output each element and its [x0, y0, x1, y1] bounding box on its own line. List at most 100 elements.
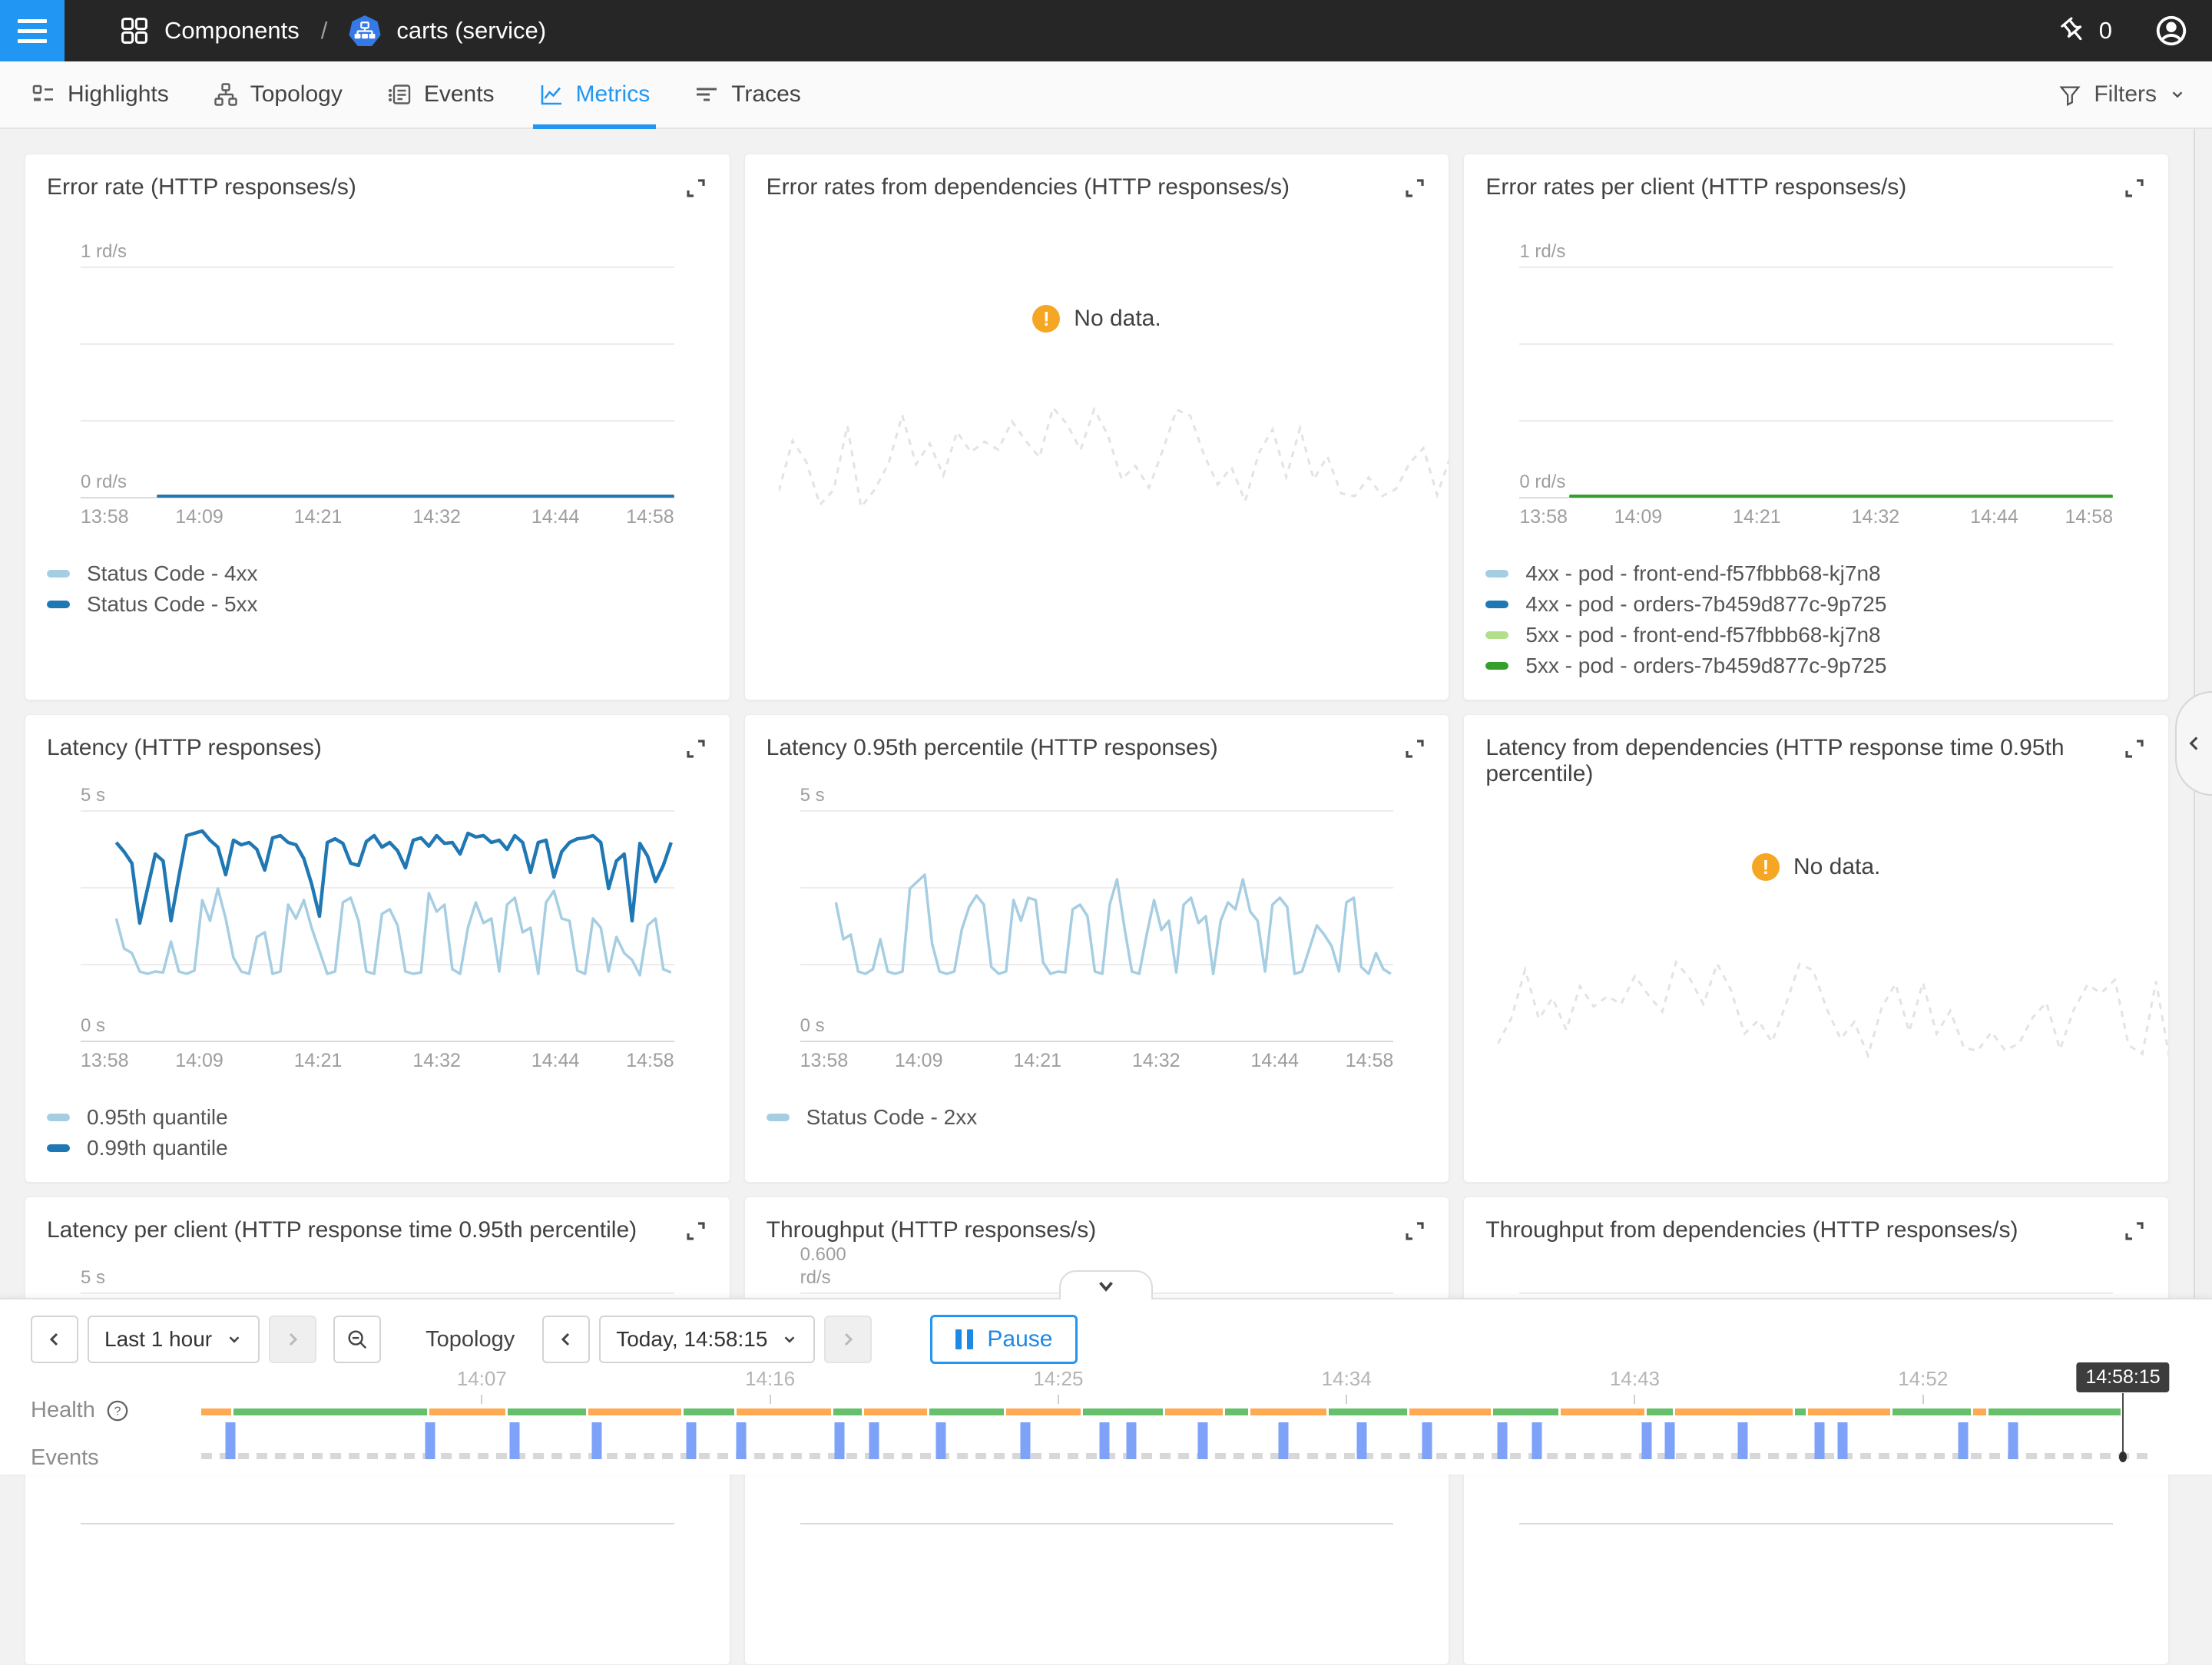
expand-icon[interactable]	[2122, 176, 2147, 200]
hamburger-menu-icon[interactable]	[0, 0, 65, 61]
event-bar[interactable]	[509, 1422, 520, 1459]
legend-item[interactable]: 4xx - pod - front-end-f57fbbb68-kj7n8	[1485, 558, 2147, 589]
legend-item[interactable]: Status Code - 2xx	[766, 1102, 1428, 1133]
health-segment-green[interactable]	[1225, 1408, 1248, 1415]
tab-metrics[interactable]: Metrics	[532, 61, 656, 129]
event-bar[interactable]	[1497, 1422, 1508, 1459]
health-segment-green[interactable]	[929, 1408, 1005, 1415]
health-segment-green[interactable]	[1892, 1408, 1971, 1415]
tab-highlights[interactable]: Highlights	[31, 61, 169, 127]
expand-icon[interactable]	[684, 737, 708, 761]
expand-icon[interactable]	[684, 1219, 708, 1243]
health-segment-green[interactable]	[1328, 1408, 1407, 1415]
tab-traces[interactable]: Traces	[694, 61, 801, 127]
topology-time-back-button[interactable]	[542, 1316, 591, 1363]
legend-item[interactable]: 0.95th quantile	[47, 1102, 708, 1133]
x-tick-label: 14:44	[531, 506, 580, 528]
pause-button[interactable]: Pause	[930, 1315, 1078, 1364]
health-segment-green[interactable]	[233, 1408, 427, 1415]
timeline-track[interactable]: 14:58:15 14:07 14:16 14:25 14:34 14:43 14:52	[201, 1299, 2170, 1475]
expand-icon[interactable]	[684, 176, 708, 200]
expand-icon[interactable]	[1402, 176, 1427, 200]
event-bar[interactable]	[1356, 1422, 1367, 1459]
chart-title: Throughput from dependencies (HTTP respo…	[1485, 1217, 2018, 1243]
event-bar[interactable]	[1099, 1422, 1110, 1459]
event-bar[interactable]	[935, 1422, 946, 1459]
zoom-out-icon	[348, 1330, 367, 1349]
topology-time-forward-button[interactable]	[824, 1316, 873, 1363]
chart-series	[800, 810, 1394, 1041]
legend-swatch	[766, 1114, 790, 1121]
health-segment-green[interactable]	[508, 1408, 587, 1415]
event-bar[interactable]	[591, 1422, 602, 1459]
health-segment-green[interactable]	[1988, 1408, 2121, 1415]
time-range-back-button[interactable]	[31, 1316, 78, 1363]
event-bar[interactable]	[1737, 1422, 1748, 1459]
health-segment-green[interactable]	[1493, 1408, 1559, 1415]
expand-icon[interactable]	[1402, 737, 1427, 761]
health-segment-orange[interactable]	[1006, 1408, 1081, 1415]
event-bar[interactable]	[1126, 1422, 1137, 1459]
event-bar[interactable]	[1422, 1422, 1432, 1459]
legend-item[interactable]: 5xx - pod - front-end-f57fbbb68-kj7n8	[1485, 620, 2147, 650]
legend-item[interactable]: 5xx - pod - orders-7b459d877c-9p725	[1485, 650, 2147, 681]
event-bar[interactable]	[686, 1422, 697, 1459]
scroll-down-button[interactable]	[1059, 1270, 1153, 1299]
help-icon[interactable]: ?	[106, 1399, 129, 1422]
filters-button[interactable]: Filters	[2058, 81, 2186, 108]
y-axis-max-label: 5 s	[81, 785, 106, 806]
health-segment-orange[interactable]	[1250, 1408, 1326, 1415]
breadcrumb-entity[interactable]: carts (service)	[396, 17, 547, 44]
event-bar[interactable]	[1197, 1422, 1208, 1459]
event-bar[interactable]	[1958, 1422, 1969, 1459]
expand-icon[interactable]	[2122, 737, 2147, 761]
health-segment-green[interactable]	[1794, 1408, 1806, 1415]
tab-events[interactable]: Events	[387, 61, 495, 127]
event-bar[interactable]	[425, 1422, 435, 1459]
health-segment-green[interactable]	[1647, 1408, 1674, 1415]
legend-item[interactable]: Status Code - 5xx	[47, 589, 708, 620]
expand-icon[interactable]	[2122, 1219, 2147, 1243]
health-segment-orange[interactable]	[1165, 1408, 1224, 1415]
zoom-out-button[interactable]	[333, 1316, 382, 1363]
pin-icon[interactable]	[2059, 16, 2088, 45]
legend-item[interactable]: Status Code - 4xx	[47, 558, 708, 589]
legend-item[interactable]: 4xx - pod - orders-7b459d877c-9p725	[1485, 589, 2147, 620]
health-segment-orange[interactable]	[1675, 1408, 1793, 1415]
event-bar[interactable]	[1837, 1422, 1848, 1459]
health-segment-orange[interactable]	[429, 1408, 506, 1415]
pause-label: Pause	[987, 1326, 1053, 1352]
event-bar[interactable]	[869, 1422, 879, 1459]
legend-item[interactable]: 0.99th quantile	[47, 1133, 708, 1164]
event-bar[interactable]	[1278, 1422, 1289, 1459]
event-bar[interactable]	[1641, 1422, 1651, 1459]
health-segment-orange[interactable]	[1561, 1408, 1645, 1415]
health-segment-orange[interactable]	[863, 1408, 928, 1415]
health-segment-orange[interactable]	[1972, 1408, 1986, 1415]
event-bar[interactable]	[225, 1422, 236, 1459]
health-segment-orange[interactable]	[588, 1408, 682, 1415]
x-tick-label: 14:58	[1345, 1050, 1394, 1071]
event-bar[interactable]	[1664, 1422, 1675, 1459]
time-range-dropdown[interactable]: Last 1 hour	[88, 1316, 260, 1363]
health-segment-orange[interactable]	[1808, 1408, 1891, 1415]
user-avatar-icon[interactable]	[2154, 13, 2189, 48]
event-bar[interactable]	[736, 1422, 747, 1459]
event-bar[interactable]	[2008, 1422, 2018, 1459]
tab-topology[interactable]: Topology	[214, 61, 343, 127]
event-bar[interactable]	[834, 1422, 845, 1459]
expand-icon[interactable]	[1402, 1219, 1427, 1243]
health-segment-green[interactable]	[1083, 1408, 1164, 1415]
health-segment-green[interactable]	[833, 1408, 862, 1415]
topology-time-dropdown[interactable]: Today, 14:58:15	[599, 1316, 816, 1363]
health-segment-orange[interactable]	[736, 1408, 832, 1415]
time-range-forward-button[interactable]	[269, 1316, 317, 1363]
event-bar[interactable]	[1814, 1422, 1825, 1459]
breadcrumb-section[interactable]: Components	[164, 17, 300, 44]
event-bar[interactable]	[1532, 1422, 1542, 1459]
health-segment-orange[interactable]	[201, 1408, 231, 1415]
event-bar[interactable]	[1020, 1422, 1031, 1459]
warning-icon: !	[1032, 305, 1061, 333]
health-segment-orange[interactable]	[1409, 1408, 1492, 1415]
health-segment-green[interactable]	[684, 1408, 734, 1415]
